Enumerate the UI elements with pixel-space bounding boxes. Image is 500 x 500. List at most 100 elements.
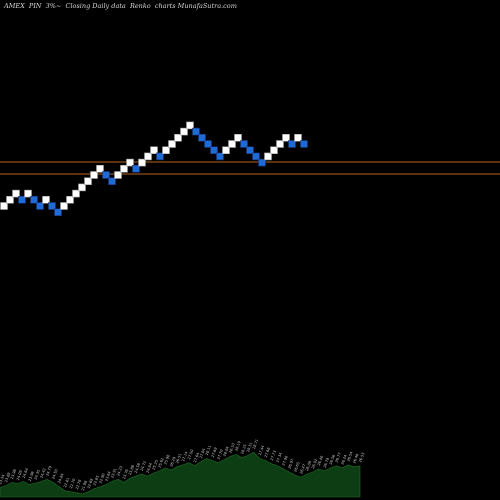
renko-brick-down (288, 140, 296, 148)
volume-label: 26.51 (175, 453, 182, 464)
volume-label: 27.69 (211, 446, 219, 458)
volume-label: 28.04 (222, 445, 230, 457)
renko-brick-down (108, 177, 116, 185)
renko-brick-up (12, 189, 20, 198)
volume-label: 23.88 (128, 464, 136, 476)
volume-label: 23.64 (104, 470, 112, 482)
renko-brick-up (66, 196, 74, 204)
volume-label: 26.56 (329, 454, 337, 466)
volume-area: 23.5423.8823.9824.0924.6423.9624.3524.42… (0, 439, 365, 498)
volume-label: 28.51 (246, 442, 253, 453)
volume-label: 24.64 (22, 467, 30, 479)
volume-area-fill (0, 451, 361, 498)
renko-brick-up (162, 146, 170, 154)
volume-label: 26.97 (287, 458, 294, 469)
volume-label: 22.70 (69, 477, 77, 489)
renko-brick-down (210, 146, 218, 154)
renko-brick-down (252, 152, 260, 161)
volume-label: 28.71 (252, 439, 259, 450)
volume-label: 24.84 (146, 462, 154, 474)
renko-brick-up (120, 165, 128, 173)
volume-label: 25.25 (152, 459, 159, 470)
volume-label: 22.69 (87, 477, 95, 489)
volume-label: 26.29 (169, 456, 177, 468)
volume-label: 24.50 (51, 468, 59, 480)
volume-label: 26.02 (311, 458, 318, 469)
volume-label: 26.40 (317, 455, 325, 467)
renko-brick-up (78, 183, 86, 192)
volume-label: 27.70 (217, 448, 225, 460)
renko-brick-up (222, 146, 230, 154)
renko-brick-down (216, 152, 224, 161)
renko-brick-down (258, 158, 266, 167)
volume-label: 26.53 (358, 452, 365, 463)
volume-label: 28.25 (240, 444, 247, 455)
renko-brick-up (90, 171, 98, 179)
volume-label: 23.54 (0, 473, 6, 485)
renko-brick-down (156, 152, 164, 161)
volume-label: 27.64 (193, 451, 201, 463)
volume-label: 27.68 (264, 446, 272, 458)
renko-brick-up (84, 177, 92, 185)
renko-brick-down (48, 202, 56, 210)
renko-brick-up (6, 196, 14, 204)
renko-brick-up (294, 134, 302, 142)
renko-brick-up (234, 134, 242, 142)
renko-brick-down (132, 165, 140, 173)
volume-label: 25.98 (163, 454, 171, 466)
renko-brick-up (168, 140, 176, 148)
volume-label: 24.72 (140, 460, 147, 471)
renko-brick-up (228, 140, 236, 148)
volume-label: 22.90 (98, 472, 106, 484)
volume-label: 26.09 (305, 460, 313, 472)
renko-brick-up (180, 127, 188, 136)
volume-label: 26.54 (346, 450, 354, 462)
volume-label: 23.76 (122, 468, 130, 480)
volume-label: 24.58 (134, 462, 142, 474)
chart-title: AMEX PIN 3%~ Closing Daily data Renko ch… (4, 2, 237, 10)
renko-brick-down (198, 134, 206, 142)
volume-label: 28.10 (228, 442, 236, 454)
renko-brick-up (0, 202, 8, 210)
volume-label: 24.35 (34, 469, 41, 480)
renko-brick-down (300, 140, 308, 148)
volume-label: 26.77 (335, 452, 342, 463)
renko-brick-up (264, 152, 272, 161)
renko-brick-up (60, 202, 68, 210)
renko-brick-down (18, 196, 26, 204)
volume-label: 27.50 (187, 448, 195, 460)
volume-label: 22.78 (75, 478, 83, 490)
renko-brick-up (144, 152, 152, 161)
volume-label: 27.14 (181, 450, 189, 462)
volume-label: 27.90 (281, 455, 289, 467)
volume-label: 25.62 (157, 457, 164, 468)
volume-label: 24.79 (45, 465, 53, 477)
volume-label: 22.81 (63, 477, 70, 488)
renko-brick-up (282, 134, 290, 142)
volume-label: 27.34 (276, 451, 284, 463)
volume-label: 21.98 (81, 480, 89, 492)
renko-brick-down (30, 196, 38, 204)
renko-brick-up (276, 140, 284, 148)
volume-label: 23.91 (110, 468, 117, 479)
reference-lines (0, 161, 500, 175)
volume-label: 28.19 (234, 440, 242, 452)
volume-label: 27.44 (258, 444, 266, 456)
renko-brick-down (192, 127, 200, 136)
volume-label: 24.23 (116, 466, 123, 477)
volume-label: 26.65 (293, 461, 300, 472)
volume-label: 26.24 (340, 454, 348, 466)
renko-brick-down (36, 202, 44, 210)
renko-brick-up (126, 158, 134, 167)
volume-label: 24.09 (16, 469, 24, 481)
renko-brick-up (138, 158, 146, 167)
renko-brick-down (102, 171, 110, 179)
renko-brick-up (174, 134, 182, 142)
volume-label: 23.98 (10, 468, 18, 480)
renko-brick-up (114, 171, 122, 179)
renko-bricks (0, 121, 308, 216)
volume-label: 23.88 (4, 471, 12, 483)
volume-label: 22.85 (93, 475, 100, 486)
